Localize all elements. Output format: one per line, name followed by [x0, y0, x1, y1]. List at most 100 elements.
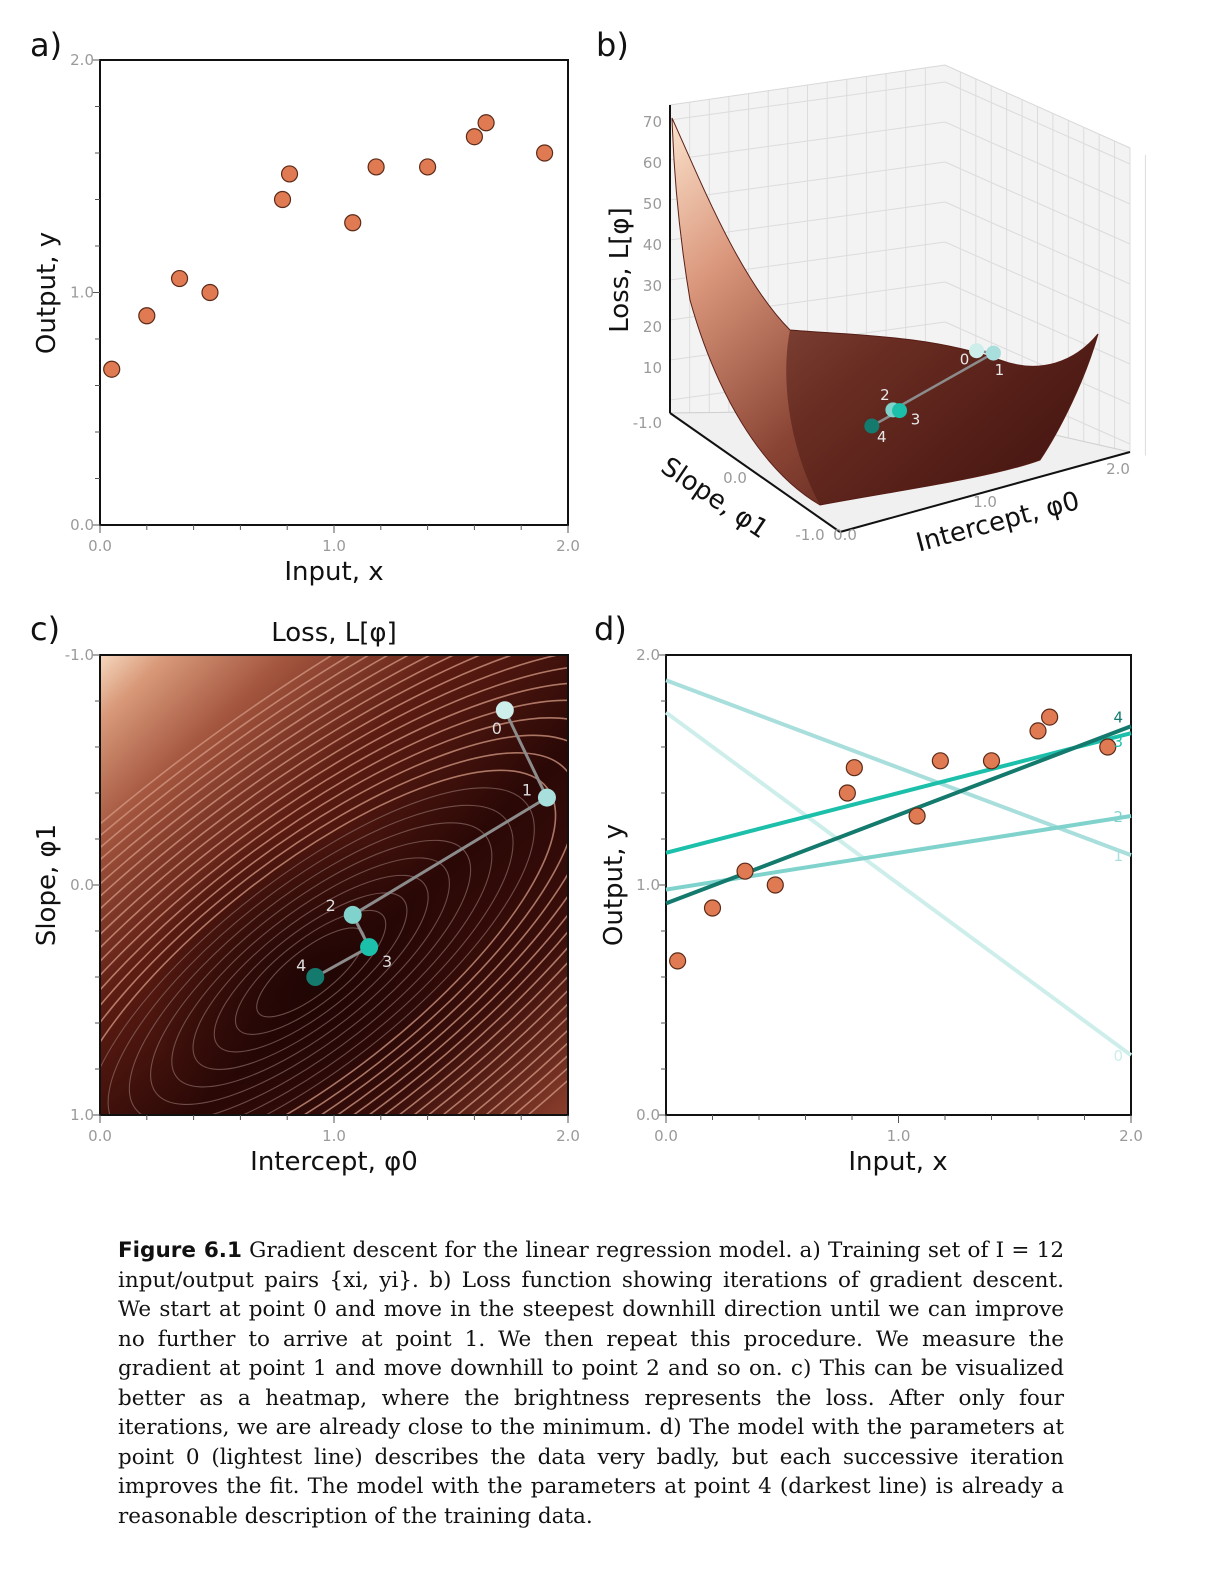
iteration-point	[892, 403, 908, 419]
iteration-label: 4	[296, 956, 306, 975]
panel-b-zlabel: Loss, L[φ]	[605, 207, 635, 332]
panel-a-ytick-label: 2.0	[70, 51, 94, 69]
panel-a: a) 0.0 1.0 2.0 0.0 1.0 2.0 Input, x Output, y	[30, 26, 580, 587]
contour-line	[234, 909, 387, 1035]
contour-line	[171, 857, 450, 1088]
fit-line-label: 4	[1113, 708, 1123, 726]
fit-line	[665, 731, 1132, 855]
panel-d: d) 0.0 1.0 2.0 0.0 1.0 2.0 0 1 2 3 4 Input, x Out…	[594, 610, 1143, 1177]
panel-a-xtick-label: 2.0	[556, 537, 580, 555]
panel-a-xlabel: Input, x	[284, 557, 383, 587]
panel-b-intercept-tick: 0.0	[833, 526, 857, 544]
panel-a-ticks: 0.0 1.0 2.0 0.0 1.0 2.0	[70, 51, 580, 555]
iteration-point	[343, 905, 362, 924]
data-point	[201, 283, 219, 302]
contour-line	[100, 681, 568, 1115]
panel-c-ytick-label: -1.0	[65, 646, 94, 664]
panel-d-xtick-label: 2.0	[1119, 1127, 1143, 1145]
data-point	[908, 807, 926, 825]
panel-b-surface-shadow	[786, 330, 1098, 505]
panel-c-title: Loss, L[φ]	[271, 618, 396, 648]
panel-c-xtick-label: 1.0	[322, 1127, 346, 1145]
contour-line	[192, 874, 429, 1070]
panel-b-slope-tick: -1.0	[795, 526, 824, 544]
iteration-point	[969, 343, 985, 359]
panel-a-frame	[99, 59, 569, 526]
contour-line	[100, 655, 568, 1115]
data-point	[138, 307, 156, 325]
caption-text: Gradient descent for the linear regressi…	[118, 1238, 1065, 1529]
panel-b-slope-tick: -1.0	[633, 414, 662, 432]
panel-d-xlabel: Input, x	[848, 1147, 947, 1177]
contour-line	[100, 717, 568, 1115]
contour-line	[100, 655, 568, 1115]
panel-b-ztick-label: 10	[643, 359, 662, 377]
panel-a-ytick-label: 0.0	[70, 516, 94, 534]
data-point	[1041, 708, 1059, 726]
panel-b-ztick-label: 20	[643, 318, 662, 336]
grid-line	[669, 161, 946, 201]
descent-step	[314, 945, 370, 979]
contour-line	[100, 655, 568, 1115]
contour-line	[100, 734, 568, 1115]
figure: a) 0.0 1.0 2.0 0.0 1.0 2.0 Input, x Output, y…	[30, 26, 1146, 1177]
data-point	[419, 158, 437, 176]
panel-d-ytick-label: 1.0	[636, 876, 660, 894]
iteration-point	[537, 788, 556, 807]
data-point	[273, 190, 292, 209]
descent-step	[351, 796, 548, 917]
grid-line	[944, 241, 1131, 325]
data-point	[703, 899, 722, 917]
fit-line	[665, 678, 1132, 857]
grid-line	[944, 121, 1131, 205]
contour-line	[107, 804, 514, 1115]
grid-line	[944, 161, 1131, 245]
panel-d-xtick-label: 1.0	[887, 1127, 911, 1145]
data-point	[170, 269, 189, 288]
panel-a-points	[103, 114, 554, 378]
data-point	[465, 128, 483, 146]
panel-d-ytick-label: 0.0	[636, 1106, 660, 1124]
iteration-label: 3	[382, 952, 392, 971]
contour-line	[100, 655, 568, 1115]
data-point	[1029, 722, 1047, 740]
panel-c-ytick-label: 0.0	[70, 876, 94, 894]
iteration-label: 1	[995, 361, 1005, 379]
contour-line	[100, 664, 568, 1115]
figure-caption: Figure 6.1 Gradient descent for the line…	[118, 1236, 1064, 1531]
iteration-label: 4	[877, 428, 887, 446]
panel-d-ticks: 0.0 1.0 2.0 0.0 1.0 2.0	[636, 646, 1143, 1145]
data-point	[845, 759, 863, 777]
panel-c-xtick-label: 0.0	[88, 1127, 112, 1145]
panel-d-ytick-label: 2.0	[636, 646, 660, 664]
panel-b-ztick-label: 40	[643, 236, 662, 254]
panel-d-lines	[664, 678, 1133, 1057]
panel-b-letter: b)	[596, 26, 629, 64]
panel-b-slope-axis	[669, 412, 841, 533]
panel-b-slope-tick: 0.0	[723, 469, 747, 487]
panel-a-xtick-label: 0.0	[88, 537, 112, 555]
panel-c-contours	[100, 655, 568, 1115]
data-point	[838, 784, 856, 802]
grid-line	[669, 81, 946, 121]
panel-a-ytick-label: 1.0	[70, 284, 94, 302]
grid-line	[944, 281, 1131, 365]
iteration-point	[864, 418, 880, 434]
fit-line	[664, 710, 1133, 1057]
data-point	[982, 752, 1001, 770]
data-point	[344, 214, 362, 232]
panel-c-letter: c)	[30, 610, 60, 648]
fit-line-label: 1	[1113, 847, 1123, 865]
grid-line	[944, 201, 1131, 285]
panel-b-ztick-label: 60	[643, 154, 662, 172]
grid-line	[944, 321, 1131, 405]
contour-line	[100, 769, 557, 1115]
iteration-point	[495, 701, 514, 720]
panel-a-xtick-label: 1.0	[322, 537, 346, 555]
iteration-label: 3	[911, 411, 921, 429]
iteration-point	[360, 938, 379, 957]
panel-c-xtick-label: 2.0	[556, 1127, 580, 1145]
contour-line	[100, 655, 568, 1115]
